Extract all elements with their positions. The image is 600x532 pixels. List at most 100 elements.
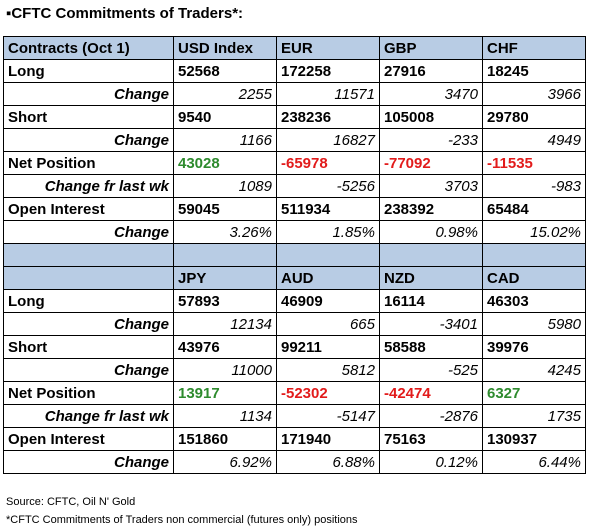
long-change-row: Change 2255 11571 3470 3966 xyxy=(3,82,586,106)
value-cell: 6.44% xyxy=(482,450,586,474)
long-row: Long 57893 46909 16114 46303 xyxy=(3,289,586,313)
value-cell: 238236 xyxy=(276,105,380,129)
value-cell: 16114 xyxy=(379,289,483,313)
short-row: Short 9540 238236 105008 29780 xyxy=(3,105,586,129)
header-cell: NZD xyxy=(379,266,483,290)
net-value-cell: 43028 xyxy=(173,151,277,175)
open-interest-change-row: Change 6.92% 6.88% 0.12% 6.44% xyxy=(3,450,586,474)
value-cell: 11000 xyxy=(173,358,277,382)
value-cell: 3966 xyxy=(482,82,586,106)
value-cell: 171940 xyxy=(276,427,380,451)
header-row: JPY AUD NZD CAD xyxy=(3,266,586,290)
net-position-row: Net Position 13917 -52302 -42474 6327 xyxy=(3,381,586,405)
value-cell: 52568 xyxy=(173,59,277,83)
row-label: Short xyxy=(3,335,174,359)
value-cell: -2876 xyxy=(379,404,483,428)
value-cell: -5256 xyxy=(276,174,380,198)
value-cell: 3.26% xyxy=(173,220,277,244)
header-cell: EUR xyxy=(276,36,380,60)
value-cell: 130937 xyxy=(482,427,586,451)
value-cell: 27916 xyxy=(379,59,483,83)
short-change-row: Change 11000 5812 -525 4245 xyxy=(3,358,586,382)
value-cell: 665 xyxy=(276,312,380,336)
value-cell: 4245 xyxy=(482,358,586,382)
net-value-cell: 13917 xyxy=(173,381,277,405)
page-title: ▪CFTC Commitments of Traders*: xyxy=(6,5,244,22)
open-interest-change-row: Change 3.26% 1.85% 0.98% 15.02% xyxy=(3,220,586,244)
title-icon: ▪ xyxy=(6,5,12,22)
value-cell: 46909 xyxy=(276,289,380,313)
row-label: Open Interest xyxy=(3,427,174,451)
value-cell: 172258 xyxy=(276,59,380,83)
row-label: Change xyxy=(3,82,174,106)
value-cell: 6.92% xyxy=(173,450,277,474)
value-cell: 11571 xyxy=(276,82,380,106)
value-cell: 58588 xyxy=(379,335,483,359)
value-cell: 3703 xyxy=(379,174,483,198)
row-label: Long xyxy=(3,289,174,313)
long-row: Long 52568 172258 27916 18245 xyxy=(3,59,586,83)
net-value-cell: -42474 xyxy=(379,381,483,405)
value-cell: 1.85% xyxy=(276,220,380,244)
section-separator xyxy=(3,243,586,267)
value-cell: 12134 xyxy=(173,312,277,336)
row-label: Long xyxy=(3,59,174,83)
row-label: Change xyxy=(3,128,174,152)
value-cell: 238392 xyxy=(379,197,483,221)
value-cell: 511934 xyxy=(276,197,380,221)
value-cell: 0.98% xyxy=(379,220,483,244)
value-cell: 0.12% xyxy=(379,450,483,474)
header-cell-empty xyxy=(3,266,174,290)
value-cell: -983 xyxy=(482,174,586,198)
value-cell: 1735 xyxy=(482,404,586,428)
source-note: Source: CFTC, Oil N' Gold xyxy=(6,496,136,508)
value-cell: -525 xyxy=(379,358,483,382)
row-label: Change xyxy=(3,358,174,382)
value-cell: 18245 xyxy=(482,59,586,83)
row-label: Short xyxy=(3,105,174,129)
value-cell: 43976 xyxy=(173,335,277,359)
open-interest-row: Open Interest 59045 511934 238392 65484 xyxy=(3,197,586,221)
value-cell: 46303 xyxy=(482,289,586,313)
value-cell: 57893 xyxy=(173,289,277,313)
value-cell: 59045 xyxy=(173,197,277,221)
header-cell: AUD xyxy=(276,266,380,290)
value-cell: 1134 xyxy=(173,404,277,428)
value-cell: 1166 xyxy=(173,128,277,152)
value-cell: 105008 xyxy=(379,105,483,129)
value-cell: 1089 xyxy=(173,174,277,198)
value-cell: 16827 xyxy=(276,128,380,152)
short-row: Short 43976 99211 58588 39976 xyxy=(3,335,586,359)
net-position-row: Net Position 43028 -65978 -77092 -11535 xyxy=(3,151,586,175)
value-cell: 29780 xyxy=(482,105,586,129)
value-cell: -233 xyxy=(379,128,483,152)
header-cell: JPY xyxy=(173,266,277,290)
value-cell: 6.88% xyxy=(276,450,380,474)
row-label: Change xyxy=(3,312,174,336)
row-label: Change xyxy=(3,450,174,474)
net-value-cell: -52302 xyxy=(276,381,380,405)
row-label: Change fr last wk xyxy=(3,404,174,428)
value-cell: 99211 xyxy=(276,335,380,359)
value-cell: 75163 xyxy=(379,427,483,451)
value-cell: 3470 xyxy=(379,82,483,106)
row-label: Change fr last wk xyxy=(3,174,174,198)
value-cell: -3401 xyxy=(379,312,483,336)
header-cell: CHF xyxy=(482,36,586,60)
header-row: Contracts (Oct 1) USD Index EUR GBP CHF xyxy=(3,36,586,60)
row-label: Open Interest xyxy=(3,197,174,221)
row-label: Net Position xyxy=(3,151,174,175)
value-cell: 15.02% xyxy=(482,220,586,244)
value-cell: 9540 xyxy=(173,105,277,129)
row-label: Change xyxy=(3,220,174,244)
value-cell: 65484 xyxy=(482,197,586,221)
long-change-row: Change 12134 665 -3401 5980 xyxy=(3,312,586,336)
header-cell: GBP xyxy=(379,36,483,60)
cot-table: Contracts (Oct 1) USD Index EUR GBP CHF … xyxy=(3,36,586,474)
open-interest-row: Open Interest 151860 171940 75163 130937 xyxy=(3,427,586,451)
value-cell: 39976 xyxy=(482,335,586,359)
value-cell: 4949 xyxy=(482,128,586,152)
header-cell: Contracts (Oct 1) xyxy=(3,36,174,60)
value-cell: 151860 xyxy=(173,427,277,451)
header-cell: CAD xyxy=(482,266,586,290)
